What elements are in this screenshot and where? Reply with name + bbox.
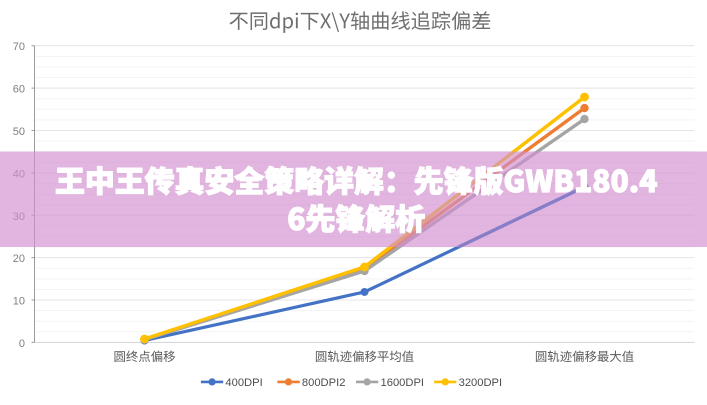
- svg-text:0: 0: [19, 338, 25, 350]
- svg-text:10: 10: [13, 296, 25, 308]
- svg-text:3200DPI: 3200DPI: [459, 377, 503, 389]
- svg-text:20: 20: [13, 253, 25, 265]
- svg-text:400DPI: 400DPI: [225, 377, 262, 389]
- svg-text:800DPI2: 800DPI2: [302, 377, 346, 389]
- svg-text:60: 60: [13, 84, 25, 96]
- svg-text:50: 50: [13, 126, 25, 138]
- svg-text:70: 70: [13, 41, 25, 53]
- svg-text:1600DPI: 1600DPI: [381, 377, 425, 389]
